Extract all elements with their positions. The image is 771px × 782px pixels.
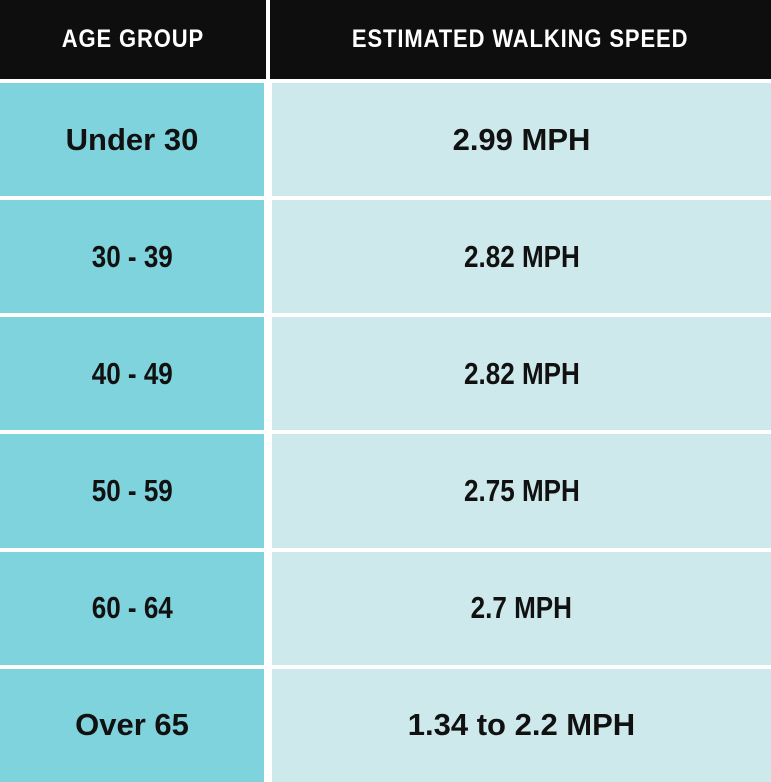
age-group-value: 60 - 64	[91, 590, 173, 626]
table-row-1-age-cell: Under 30	[0, 83, 264, 197]
age-group-value: 30 - 39	[91, 238, 173, 274]
age-group-value: 40 - 49	[91, 355, 173, 391]
table-row-6-speed-cell: 1.34 to 2.2 MPH	[272, 668, 771, 782]
age-group-value: 50 - 59	[91, 473, 173, 509]
table-row-1-speed-cell: 2.99 MPH	[272, 83, 771, 197]
walking-speed-value: 2.7 MPH	[470, 590, 573, 626]
age-group-value: Under 30	[65, 121, 199, 157]
table-row-2-age-cell: 30 - 39	[0, 200, 264, 314]
table-row-5-age-cell: 60 - 64	[0, 551, 264, 665]
table-row-6-age-cell: Over 65	[0, 668, 264, 782]
column-header-walking-speed-label: ESTIMATED WALKING SPEED	[352, 25, 689, 53]
table-row-4-speed-cell: 2.75 MPH	[272, 434, 771, 548]
column-header-age-group: AGE GROUP	[0, 0, 266, 79]
walking-speed-value: 2.82 MPH	[463, 238, 580, 274]
table-row-5-speed-cell: 2.7 MPH	[272, 551, 771, 665]
column-header-age-group-label: AGE GROUP	[61, 25, 205, 53]
age-group-value: Over 65	[75, 707, 189, 743]
column-header-walking-speed: ESTIMATED WALKING SPEED	[270, 0, 771, 79]
walking-speed-value: 1.34 to 2.2 MPH	[407, 707, 636, 743]
table-row-4-age-cell: 50 - 59	[0, 434, 264, 548]
walking-speed-value: 2.99 MPH	[452, 121, 591, 157]
walking-speed-value: 2.82 MPH	[463, 355, 580, 391]
table-row-3-speed-cell: 2.82 MPH	[272, 317, 771, 431]
table-row-3-age-cell: 40 - 49	[0, 317, 264, 431]
table-row-2-speed-cell: 2.82 MPH	[272, 200, 771, 314]
walking-speed-value: 2.75 MPH	[463, 473, 580, 509]
